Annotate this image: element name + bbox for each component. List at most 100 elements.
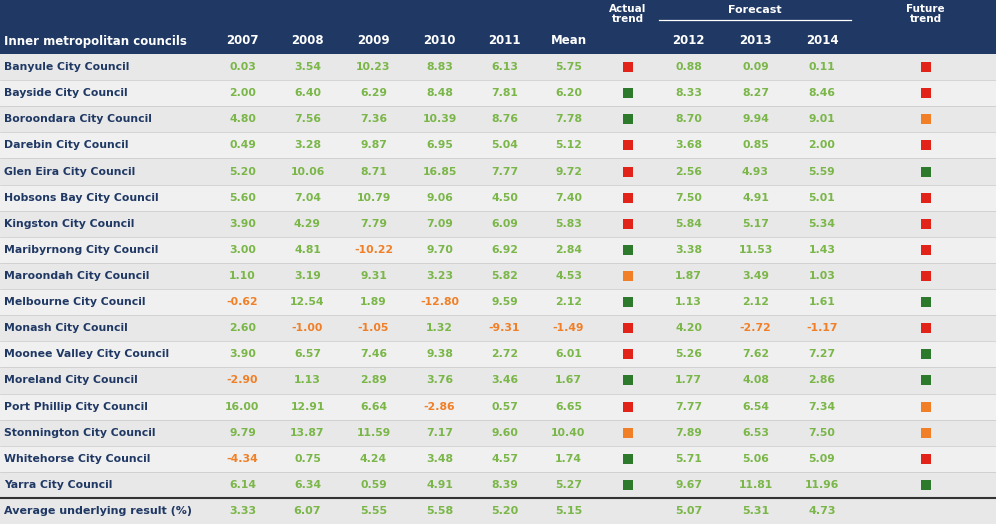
Text: 7.34: 7.34 <box>809 401 836 411</box>
Text: Maroondah City Council: Maroondah City Council <box>4 271 149 281</box>
Text: 11.53: 11.53 <box>738 245 773 255</box>
Text: 8.27: 8.27 <box>742 88 769 98</box>
Text: 5.09: 5.09 <box>809 454 836 464</box>
Text: Hobsons Bay City Council: Hobsons Bay City Council <box>4 193 158 203</box>
Text: 1.87: 1.87 <box>675 271 702 281</box>
Text: 7.04: 7.04 <box>294 193 321 203</box>
Text: Bayside City Council: Bayside City Council <box>4 88 127 98</box>
Text: 5.83: 5.83 <box>555 219 582 229</box>
Text: 13.87: 13.87 <box>290 428 325 438</box>
Bar <box>622 62 632 72</box>
Text: 6.20: 6.20 <box>555 88 582 98</box>
Bar <box>622 193 632 203</box>
Text: 6.95: 6.95 <box>426 140 453 150</box>
Text: 1.43: 1.43 <box>809 245 836 255</box>
Bar <box>622 350 632 359</box>
Text: 9.31: 9.31 <box>361 271 386 281</box>
Text: 1.89: 1.89 <box>361 297 386 307</box>
Text: Melbourne City Council: Melbourne City Council <box>4 297 145 307</box>
Bar <box>0 446 996 472</box>
Text: 6.54: 6.54 <box>742 401 769 411</box>
Text: Average underlying result (%): Average underlying result (%) <box>4 506 192 516</box>
Text: 3.23: 3.23 <box>426 271 453 281</box>
Text: 9.60: 9.60 <box>491 428 518 438</box>
Bar <box>920 114 930 124</box>
Bar <box>0 133 996 158</box>
Bar <box>0 0 996 54</box>
Text: 6.64: 6.64 <box>360 401 387 411</box>
Text: 2.60: 2.60 <box>229 323 256 333</box>
Text: 4.24: 4.24 <box>360 454 387 464</box>
Bar <box>622 167 632 177</box>
Text: 6.09: 6.09 <box>491 219 518 229</box>
Text: 6.34: 6.34 <box>294 480 321 490</box>
Text: 9.38: 9.38 <box>426 350 453 359</box>
Text: 2011: 2011 <box>488 35 521 48</box>
Text: 7.40: 7.40 <box>555 193 582 203</box>
Bar <box>920 428 930 438</box>
Text: 2.72: 2.72 <box>491 350 518 359</box>
Text: 6.92: 6.92 <box>491 245 518 255</box>
Text: 1.13: 1.13 <box>675 297 702 307</box>
Text: 6.13: 6.13 <box>491 62 518 72</box>
Text: 2012: 2012 <box>672 35 705 48</box>
Text: 3.46: 3.46 <box>491 376 518 386</box>
Text: Monash City Council: Monash City Council <box>4 323 127 333</box>
Text: Inner metropolitan councils: Inner metropolitan councils <box>4 35 187 48</box>
Bar <box>622 376 632 386</box>
Text: 6.01: 6.01 <box>555 350 582 359</box>
Text: 5.07: 5.07 <box>675 506 702 516</box>
Text: 16.85: 16.85 <box>422 167 457 177</box>
Text: 1.03: 1.03 <box>809 271 836 281</box>
Text: 6.07: 6.07 <box>294 506 322 516</box>
Text: 8.48: 8.48 <box>426 88 453 98</box>
Text: 7.50: 7.50 <box>675 193 702 203</box>
Text: 5.26: 5.26 <box>675 350 702 359</box>
Text: 1.74: 1.74 <box>555 454 582 464</box>
Text: 4.93: 4.93 <box>742 167 769 177</box>
Text: 4.81: 4.81 <box>294 245 321 255</box>
Bar <box>920 88 930 98</box>
Text: Moreland City Council: Moreland City Council <box>4 376 137 386</box>
Text: 2014: 2014 <box>806 35 839 48</box>
Bar <box>0 289 996 315</box>
Text: 1.67: 1.67 <box>555 376 582 386</box>
Text: 9.72: 9.72 <box>555 167 582 177</box>
Text: 3.48: 3.48 <box>426 454 453 464</box>
Bar <box>622 454 632 464</box>
Bar <box>0 158 996 184</box>
Text: 2.86: 2.86 <box>809 376 836 386</box>
Text: 3.76: 3.76 <box>426 376 453 386</box>
Text: 9.87: 9.87 <box>361 140 386 150</box>
Text: 11.81: 11.81 <box>738 480 773 490</box>
Bar <box>920 323 930 333</box>
Bar <box>0 211 996 237</box>
Bar <box>920 219 930 229</box>
Text: 3.68: 3.68 <box>675 140 702 150</box>
Text: 5.58: 5.58 <box>426 506 453 516</box>
Text: Actual
trend: Actual trend <box>609 4 646 25</box>
Text: 2010: 2010 <box>423 35 456 48</box>
Bar <box>622 88 632 98</box>
Text: 5.06: 5.06 <box>742 454 769 464</box>
Text: 11.96: 11.96 <box>805 480 840 490</box>
Bar <box>622 114 632 124</box>
Bar <box>622 401 632 411</box>
Text: 5.71: 5.71 <box>675 454 702 464</box>
Bar <box>920 167 930 177</box>
Text: 5.59: 5.59 <box>809 167 836 177</box>
Text: -1.05: -1.05 <box>358 323 389 333</box>
Text: 0.49: 0.49 <box>229 140 256 150</box>
Text: -2.86: -2.86 <box>423 401 455 411</box>
Text: 2.84: 2.84 <box>555 245 582 255</box>
Bar <box>920 193 930 203</box>
Text: 4.08: 4.08 <box>742 376 769 386</box>
Text: 7.77: 7.77 <box>675 401 702 411</box>
Text: 4.53: 4.53 <box>555 271 582 281</box>
Text: -1.00: -1.00 <box>292 323 323 333</box>
Text: 9.94: 9.94 <box>742 114 769 124</box>
Text: 7.17: 7.17 <box>426 428 453 438</box>
Text: Yarra City Council: Yarra City Council <box>4 480 113 490</box>
Text: 3.38: 3.38 <box>675 245 702 255</box>
Text: 4.20: 4.20 <box>675 323 702 333</box>
